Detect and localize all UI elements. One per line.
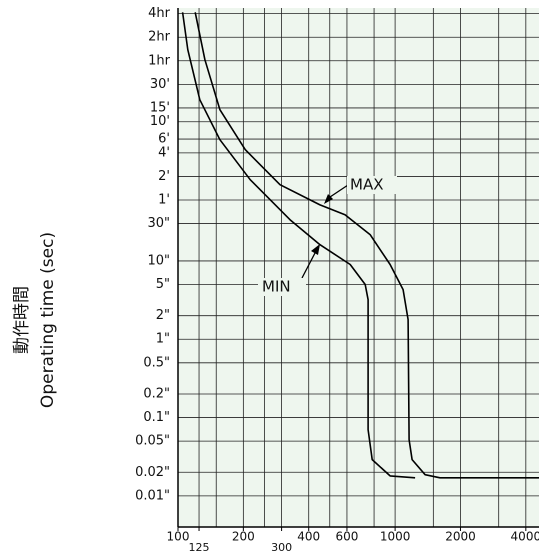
y-tick-label: 4hr <box>148 6 171 21</box>
y-tick-label: 0.05" <box>135 434 170 449</box>
plot-background <box>178 8 539 527</box>
x-tick-label: 600 <box>335 530 358 544</box>
y-tick-label: 0.02" <box>135 465 170 480</box>
x-tick-label: 200 <box>232 530 255 544</box>
y-tick-label: 15' <box>150 100 170 115</box>
y-tick-label: 0.01" <box>135 488 170 503</box>
annotation-arrow <box>329 184 349 198</box>
y-tick-label: 0.2" <box>143 386 170 401</box>
x-tick-label: 125 <box>189 541 210 554</box>
annotation: MAX <box>350 176 383 194</box>
x-tick-label: 2000 <box>445 530 476 544</box>
x-tick-label: 1000 <box>380 530 411 544</box>
annotation-arrowhead <box>311 244 320 255</box>
x-tick-label: 4000 <box>511 530 539 544</box>
y-tick-label: 6' <box>158 132 170 147</box>
curve <box>194 12 539 479</box>
y-tick-label: 2hr <box>148 30 171 45</box>
x-tick-label: 300 <box>271 541 292 554</box>
y-tick-label: 10" <box>147 253 170 268</box>
y-tick-label: 0.5" <box>143 355 170 370</box>
y-tick-label: 2' <box>158 169 170 184</box>
y-tick-label: 10' <box>150 114 170 129</box>
y-tick-label: 4' <box>158 145 170 160</box>
x-tick-label: 100 <box>167 530 190 544</box>
y-axis-label: 動作時間 <box>12 286 32 354</box>
annotation-arrow <box>301 252 316 279</box>
y-tick-label: 1' <box>158 193 170 208</box>
y-tick-label: 0.1" <box>143 410 170 425</box>
y-tick-label: 1" <box>156 332 170 347</box>
y-tick-label: 1hr <box>148 53 171 68</box>
y-tick-label: 30" <box>147 216 170 231</box>
y-tick-label: 5" <box>156 277 170 292</box>
curves <box>181 12 539 479</box>
annotation-background <box>258 278 306 296</box>
x-tick-label: 400 <box>297 530 320 544</box>
grid <box>177 8 539 527</box>
y-axis-label: Operating time (sec) <box>38 232 58 408</box>
y-tick-label: 30' <box>150 77 170 92</box>
annotation-arrowhead <box>324 194 333 204</box>
annotation: MIN <box>262 278 291 296</box>
curve <box>181 12 416 479</box>
y-tick-label: 2" <box>156 308 170 323</box>
annotation-background <box>347 176 397 194</box>
